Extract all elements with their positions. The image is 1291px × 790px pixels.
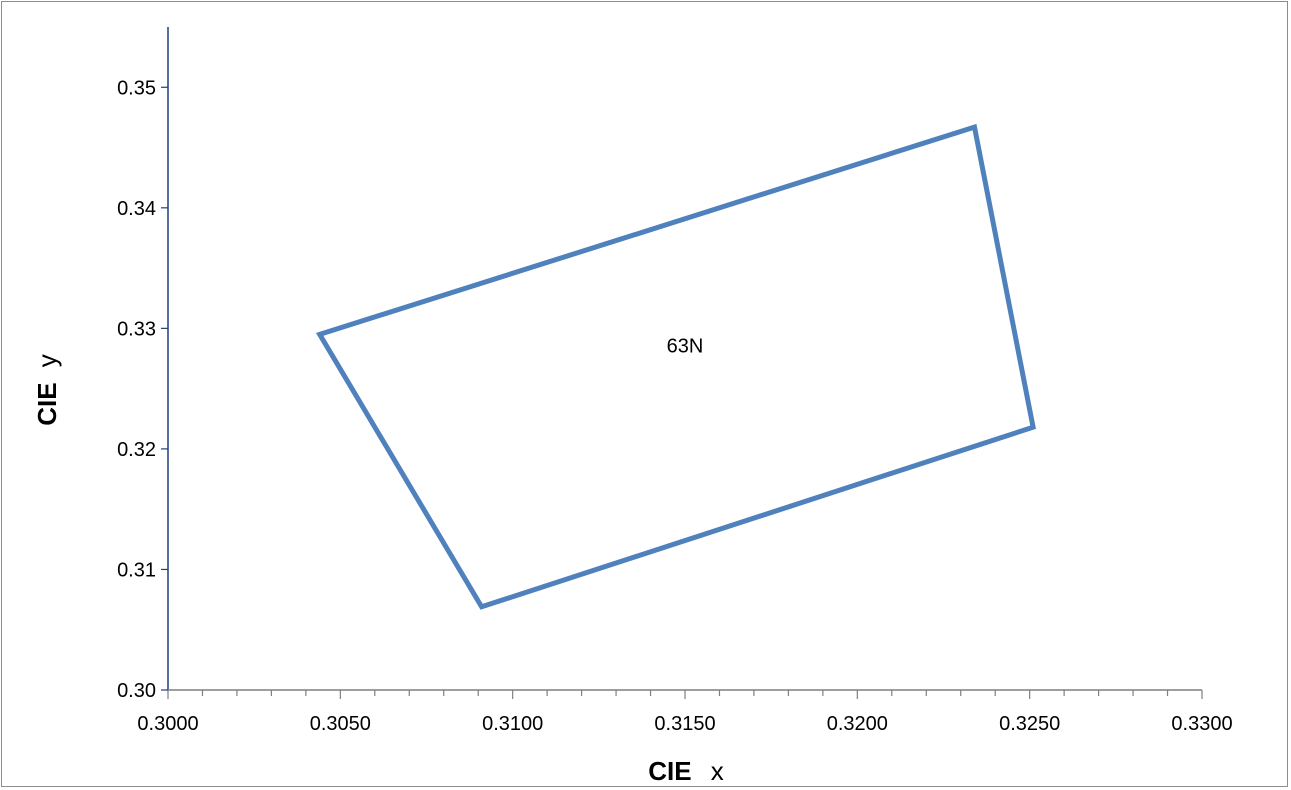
y-axis-title-symbol: y xyxy=(32,354,62,367)
y-tick-label: 0.35 xyxy=(117,77,156,99)
y-axis-title-bold: CIE xyxy=(32,382,62,425)
x-axis-title-symbol: x xyxy=(711,756,724,786)
axes xyxy=(167,27,1202,691)
x-tick-label: 0.3050 xyxy=(310,713,371,735)
x-tick-label: 0.3300 xyxy=(1171,713,1232,735)
x-tick-label: 0.3200 xyxy=(827,713,888,735)
series-line xyxy=(315,123,1036,610)
labels: 0.3000 0.3050 0.3100 0.3150 0.3200 0.3250 0.33… xyxy=(117,77,1233,735)
annotation-label: 63N xyxy=(667,335,704,357)
x-axis-title: CIE x xyxy=(648,756,724,786)
x-tick-label: 0.3100 xyxy=(482,713,543,735)
series-layer xyxy=(315,123,1036,610)
y-tick-label: 0.32 xyxy=(117,439,156,461)
y-tick-label: 0.34 xyxy=(117,198,156,220)
y-tick-label: 0.33 xyxy=(117,318,156,340)
x-tick-label: 0.3150 xyxy=(654,713,715,735)
y-tick-label: 0.30 xyxy=(117,680,156,702)
x-tick-label: 0.3250 xyxy=(999,713,1060,735)
x-axis-title-bold: CIE xyxy=(648,756,691,786)
y-tick-label: 0.31 xyxy=(117,559,156,581)
ticks xyxy=(161,86,1203,699)
x-tick-label: 0.3000 xyxy=(137,713,198,735)
y-axis-title: CIE y xyxy=(32,354,62,426)
